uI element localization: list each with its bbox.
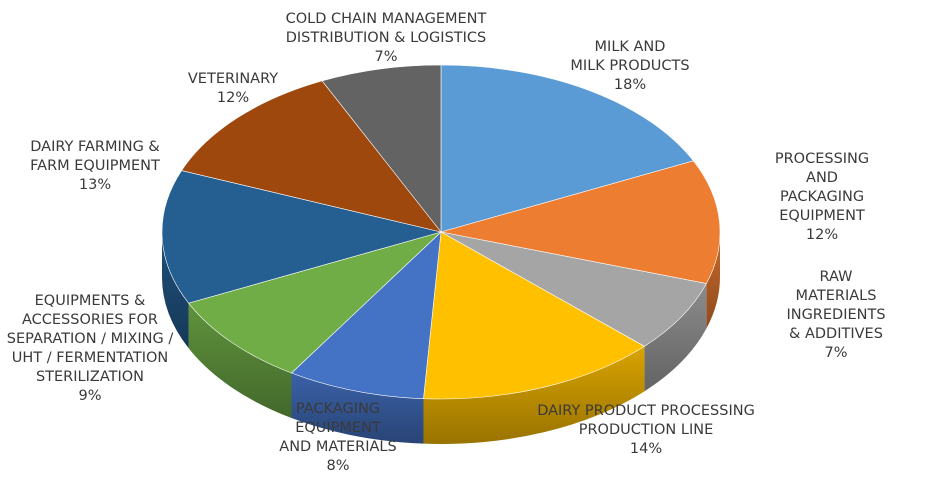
pie-slice: [440, 231, 707, 347]
slice-side: [644, 283, 707, 392]
value-label: 8%: [326, 458, 350, 474]
value-label: 7%: [374, 49, 398, 65]
slice-label: MILK AND MILK PRODUCTS 18%: [570, 38, 689, 95]
slice-side: [423, 346, 645, 444]
pie-slice: [440, 160, 721, 284]
pie-slice: [440, 64, 694, 233]
slice-label: RAW MATERIALS INGREDIENTS & ADDITIVES 7%: [786, 268, 885, 363]
slice-side: [706, 232, 720, 329]
value-label: 18%: [613, 77, 647, 93]
category-label: PACKAGING EQUIPMENT AND MATERIALS: [279, 401, 397, 455]
category-label: RAW MATERIALS INGREDIENTS & ADDITIVES: [786, 269, 886, 342]
value-label: 7%: [824, 345, 848, 361]
slice-side: [188, 303, 292, 419]
slice-side: [162, 232, 189, 349]
category-label: DAIRY FARMING & FARM EQUIPMENT: [30, 139, 160, 174]
slice-label: COLD CHAIN MANAGEMENT DISTRIBUTION & LOG…: [286, 10, 487, 67]
category-label: VETERINARY: [187, 71, 279, 87]
value-label: 12%: [216, 90, 250, 106]
slice-label: VETERINARY 12%: [188, 70, 278, 108]
value-label: 14%: [629, 441, 663, 457]
pie-slice: [290, 231, 442, 399]
slice-label: EQUIPMENTS & ACCESSORIES FOR SEPARATION …: [7, 292, 173, 406]
slice-label: DAIRY PRODUCT PROCESSING PRODUCTION LINE…: [537, 402, 755, 459]
pie-slice: [161, 170, 443, 304]
slice-label: DAIRY FARMING & FARM EQUIPMENT 13%: [30, 138, 160, 195]
category-label: DAIRY PRODUCT PROCESSING PRODUCTION LINE: [537, 403, 755, 438]
category-label: MILK AND MILK PRODUCTS: [570, 39, 690, 74]
category-label: EQUIPMENTS & ACCESSORIES FOR SEPARATION …: [6, 293, 174, 385]
pie-slice: [423, 231, 645, 400]
pie-slice: [188, 231, 442, 374]
value-label: 13%: [78, 177, 112, 193]
value-label: 12%: [805, 227, 839, 243]
category-label: COLD CHAIN MANAGEMENT DISTRIBUTION & LOG…: [285, 11, 487, 46]
category-label: PROCESSING AND PACKAGING EQUIPMENT: [774, 151, 870, 224]
slice-label: PROCESSING AND PACKAGING EQUIPMENT 12%: [769, 150, 876, 245]
slice-label: PACKAGING EQUIPMENT AND MATERIALS 8%: [279, 400, 396, 476]
pie-slice: [181, 80, 442, 233]
slice-side: [291, 373, 424, 444]
pie-slice: [321, 64, 442, 233]
value-label: 9%: [78, 388, 102, 404]
